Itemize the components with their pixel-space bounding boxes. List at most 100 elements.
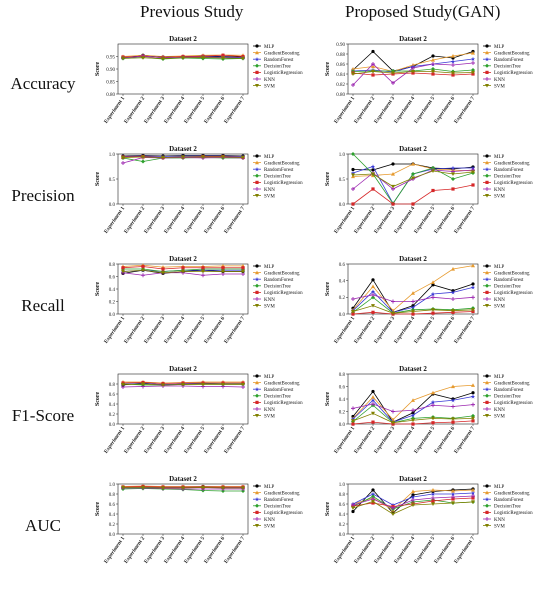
chart-title-previous-recall: Dataset 2 (169, 255, 197, 263)
data-point (121, 266, 125, 270)
data-point (470, 285, 476, 290)
y-tick-label: 0.2 (339, 296, 346, 301)
y-tick-label: 0.90 (106, 68, 115, 73)
data-point (201, 485, 205, 490)
data-point (471, 70, 475, 75)
data-point (161, 56, 165, 61)
data-point (431, 308, 435, 312)
data-point (221, 269, 225, 274)
legend-marker (485, 393, 489, 398)
chart-title-previous-precision: Dataset 2 (169, 145, 197, 153)
data-point (370, 491, 376, 497)
data-point (450, 398, 456, 403)
series-logisticregression (351, 183, 475, 206)
y-tick-label: 0.8 (109, 263, 116, 268)
data-point (411, 176, 415, 180)
legend-label: MLP (494, 45, 505, 50)
legend-label: LogisticRegression (264, 291, 303, 296)
y-tick-label: 0.4 (109, 403, 116, 408)
x-tick-label: Experiment 7 (453, 315, 476, 344)
legend-label: SVM (264, 524, 275, 529)
y-tick-label: 0.0 (339, 533, 346, 538)
series-line-logisticregression (352, 184, 474, 205)
y-tick-label: 0.0 (109, 423, 116, 428)
chart-title-previous-f1-score: Dataset 2 (169, 365, 197, 373)
data-point (391, 506, 395, 510)
y-tick-label: 1.0 (109, 483, 116, 488)
data-point (470, 56, 476, 62)
series-line-gradientboosting (352, 265, 474, 312)
legend-label: GradientBoosting (494, 271, 530, 276)
legend-label: DecisionTree (494, 395, 522, 400)
data-point (201, 55, 205, 60)
legend-label: SVM (494, 84, 505, 89)
legend-marker (255, 400, 259, 404)
data-point (141, 159, 145, 164)
data-point (141, 382, 145, 386)
data-point (371, 64, 375, 69)
y-tick-label: 0.6 (339, 263, 346, 268)
series-knn (351, 494, 475, 510)
y-tick-label: 0.8 (339, 493, 346, 498)
series-knn (351, 402, 475, 414)
data-point (410, 494, 416, 500)
legend-label: MLP (494, 375, 505, 380)
legend-marker (255, 50, 259, 55)
data-point (201, 269, 205, 274)
data-point (411, 312, 415, 316)
legend-label: LogisticRegression (494, 71, 533, 76)
y-tick-label: 1.0 (339, 153, 346, 158)
data-point (411, 66, 415, 70)
data-point (470, 394, 476, 399)
data-point (451, 489, 455, 493)
legend-label: MLP (264, 265, 275, 270)
legend-marker (255, 194, 259, 198)
legend-label: MLP (494, 155, 505, 160)
legend-marker (485, 44, 489, 48)
series-svm (121, 55, 245, 61)
data-point (450, 59, 456, 64)
y-tick-label: 0.86 (336, 63, 345, 68)
legend-label: RandomForest (264, 58, 294, 63)
data-point (471, 402, 475, 407)
data-point (351, 312, 355, 316)
legend-label: KNN (264, 518, 275, 523)
series-svm (351, 499, 475, 516)
data-point (431, 488, 435, 492)
data-point (391, 162, 395, 166)
y-axis-label-previous-auc: Score (95, 502, 101, 517)
y-tick-label: 0.2 (339, 410, 346, 415)
data-point (351, 406, 355, 411)
legend-marker (485, 490, 489, 495)
data-point (351, 509, 355, 514)
data-point (470, 490, 476, 496)
data-point (411, 411, 415, 415)
data-point (451, 495, 455, 499)
data-point (431, 390, 435, 395)
data-point (431, 295, 435, 300)
data-point (431, 416, 435, 421)
data-point (451, 63, 455, 67)
data-point (181, 266, 185, 270)
legend-marker (485, 510, 489, 514)
legend-label: DecisionTree (494, 285, 522, 290)
legend-label: MLP (264, 375, 275, 380)
series-svm (351, 304, 475, 316)
legend-marker (255, 490, 259, 495)
legend-marker (485, 304, 489, 308)
data-point (351, 419, 355, 423)
data-point (241, 269, 245, 274)
y-tick-label: 0.0 (339, 313, 346, 318)
legend-marker (485, 484, 489, 488)
data-point (221, 382, 225, 387)
legend-marker (255, 374, 259, 378)
legend-marker (255, 70, 259, 74)
data-point (181, 269, 185, 274)
data-point (141, 56, 145, 60)
legend-marker (485, 297, 489, 301)
data-point (471, 295, 475, 300)
legend-marker (255, 290, 259, 294)
